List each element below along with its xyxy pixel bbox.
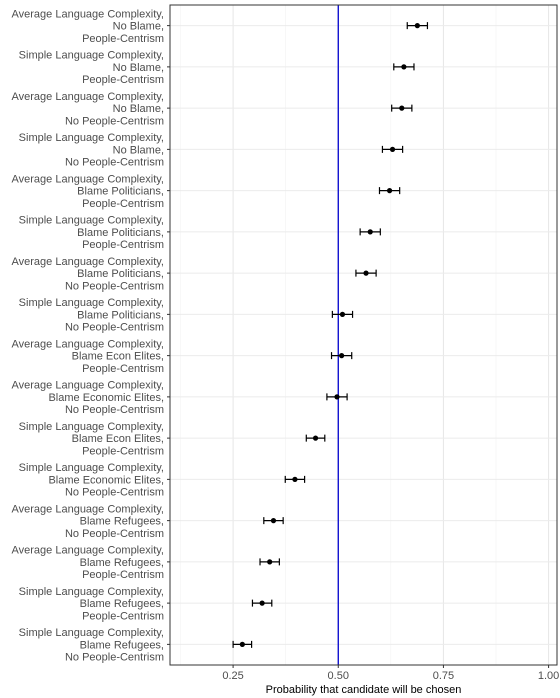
data-marks xyxy=(232,22,429,648)
category-label: No People-Centrism xyxy=(65,115,164,127)
category-label: Blame Econ Elites, xyxy=(72,351,164,363)
category-label: Average Language Complexity, xyxy=(12,545,164,557)
category-label: Average Language Complexity, xyxy=(12,338,164,350)
category-label: People-Centrism xyxy=(82,33,164,45)
category-label: No People-Centrism xyxy=(65,322,164,334)
category-label: Simple Language Complexity, xyxy=(19,421,164,433)
category-label: No People-Centrism xyxy=(65,280,164,292)
category-label: No People-Centrism xyxy=(65,487,164,499)
category-label: Average Language Complexity, xyxy=(12,256,164,268)
category-label: No People-Centrism xyxy=(65,528,164,540)
category-label: Average Language Complexity, xyxy=(12,8,164,20)
category-label: People-Centrism xyxy=(82,610,164,622)
data-point xyxy=(239,641,245,647)
category-label: Average Language Complexity, xyxy=(12,91,164,103)
category-label: Blame Econ Elites, xyxy=(72,433,164,445)
category-label: No People-Centrism xyxy=(65,404,164,416)
data-point xyxy=(401,64,407,70)
category-label: No People-Centrism xyxy=(65,652,164,664)
category-label: Simple Language Complexity, xyxy=(19,132,164,144)
category-label: Blame Refugees, xyxy=(80,557,164,569)
data-point xyxy=(414,23,420,29)
data-point xyxy=(334,394,340,400)
category-label: Average Language Complexity, xyxy=(12,380,164,392)
data-point xyxy=(389,146,396,152)
plot-border xyxy=(169,4,558,666)
category-label: Blame Economic Elites, xyxy=(48,474,164,486)
category-label: Simple Language Complexity, xyxy=(19,462,164,474)
category-label: No Blame, xyxy=(113,144,164,156)
category-label: People-Centrism xyxy=(82,74,164,86)
plot-panel xyxy=(170,5,557,665)
x-tick-label: 0.50 xyxy=(328,670,349,682)
data-point xyxy=(399,105,405,111)
x-axis-title: Probability that candidate will be chose… xyxy=(266,684,462,696)
category-label: Simple Language Complexity, xyxy=(19,627,164,639)
data-point xyxy=(267,559,273,565)
category-label: No People-Centrism xyxy=(65,157,164,169)
category-label: Average Language Complexity, xyxy=(12,173,164,185)
data-point xyxy=(386,188,393,194)
category-label: Blame Refugees, xyxy=(80,598,164,610)
category-label: Average Language Complexity, xyxy=(12,503,164,515)
category-label: Blame Refugees, xyxy=(80,639,164,651)
category-labels: Average Language Complexity,No Blame,Peo… xyxy=(12,8,170,664)
data-point xyxy=(367,229,373,235)
x-tick-label: 0.25 xyxy=(222,670,243,682)
data-point xyxy=(259,600,265,606)
category-label: People-Centrism xyxy=(82,198,164,210)
category-label: No Blame, xyxy=(113,62,164,74)
category-label: Blame Politicians, xyxy=(77,309,164,321)
category-label: Simple Language Complexity, xyxy=(19,586,164,598)
category-label: No Blame, xyxy=(113,103,164,115)
category-label: Blame Politicians, xyxy=(77,227,164,239)
category-label: People-Centrism xyxy=(82,569,164,581)
data-point xyxy=(270,518,277,524)
category-label: Simple Language Complexity, xyxy=(19,215,164,227)
category-label: Blame Refugees, xyxy=(80,516,164,528)
data-point xyxy=(292,476,298,482)
data-point xyxy=(339,311,346,317)
x-tick-label: 1.00 xyxy=(538,670,559,682)
category-label: Simple Language Complexity, xyxy=(19,50,164,62)
category-label: People-Centrism xyxy=(82,239,164,251)
category-label: People-Centrism xyxy=(82,363,164,375)
category-label: Simple Language Complexity, xyxy=(19,297,164,309)
data-point xyxy=(339,353,345,359)
x-tick-label: 0.75 xyxy=(433,670,454,682)
category-label: Blame Politicians, xyxy=(77,268,164,280)
x-axis-ticks: 0.25 0.50 0.75 1.00 xyxy=(222,665,559,682)
data-point xyxy=(363,270,369,276)
category-label: Blame Economic Elites, xyxy=(48,392,164,404)
category-label: Blame Politicians, xyxy=(77,186,164,198)
data-point xyxy=(312,435,319,441)
category-label: No Blame, xyxy=(113,21,164,33)
category-label: People-Centrism xyxy=(82,445,164,457)
